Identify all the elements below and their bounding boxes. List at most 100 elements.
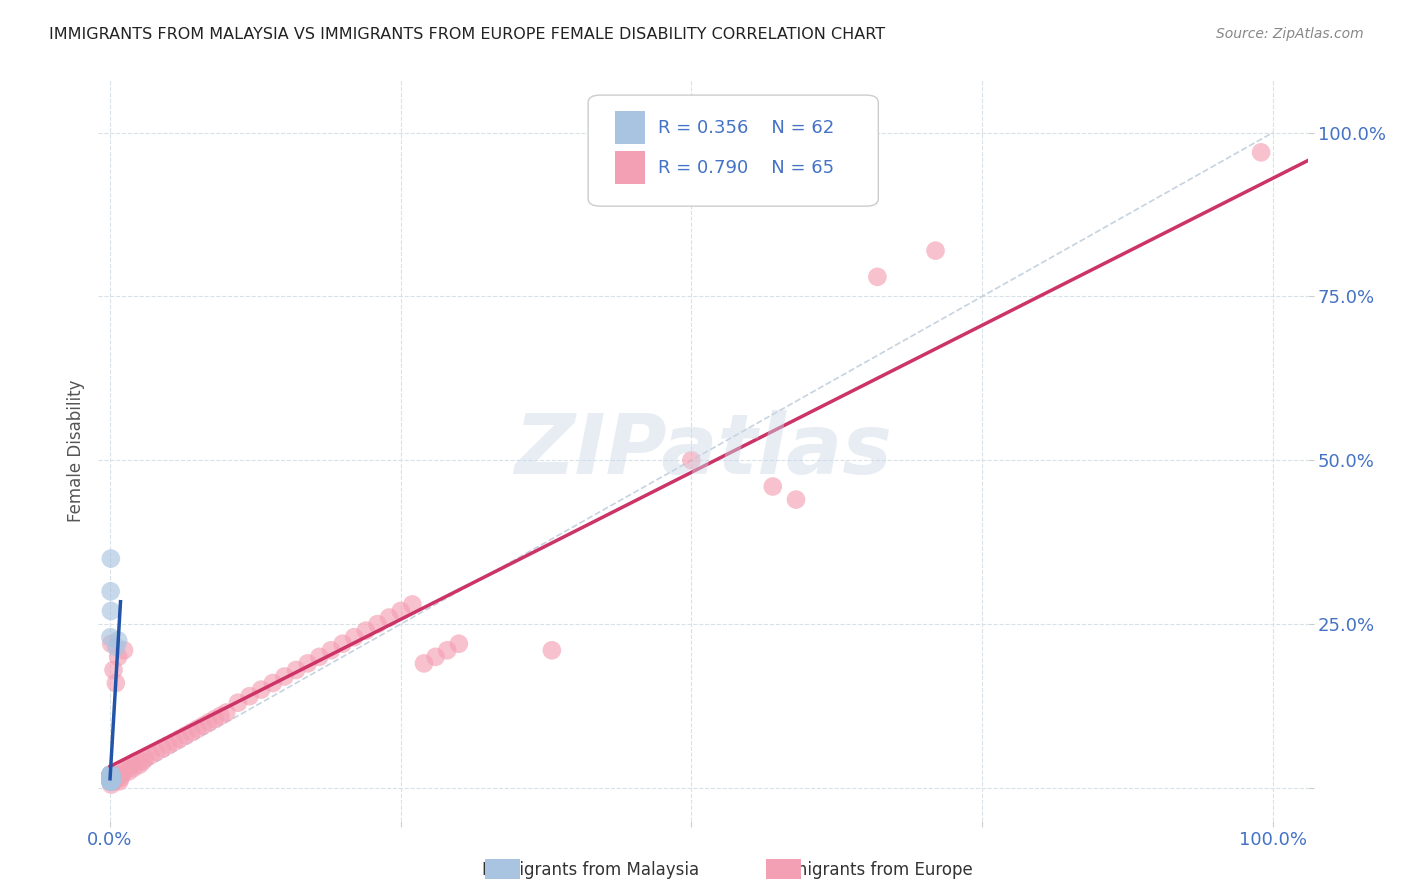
Point bbox=[681, 453, 703, 467]
Point bbox=[239, 689, 262, 703]
Point bbox=[100, 771, 122, 785]
Point bbox=[103, 771, 125, 785]
Point bbox=[100, 774, 122, 789]
Point bbox=[343, 630, 366, 644]
Point bbox=[100, 774, 122, 789]
Point bbox=[100, 604, 122, 618]
Point bbox=[100, 768, 122, 782]
Point bbox=[163, 735, 186, 749]
Text: IMMIGRANTS FROM MALAYSIA VS IMMIGRANTS FROM EUROPE FEMALE DISABILITY CORRELATION: IMMIGRANTS FROM MALAYSIA VS IMMIGRANTS F… bbox=[49, 27, 886, 42]
Point bbox=[100, 768, 122, 782]
Text: Source: ZipAtlas.com: Source: ZipAtlas.com bbox=[1216, 27, 1364, 41]
Point bbox=[112, 643, 135, 657]
Point bbox=[128, 758, 150, 772]
Point bbox=[389, 604, 412, 618]
Point bbox=[169, 731, 191, 746]
Point bbox=[100, 768, 122, 782]
Point bbox=[100, 771, 122, 785]
Point bbox=[100, 768, 122, 782]
Text: Immigrants from Europe: Immigrants from Europe bbox=[770, 861, 973, 879]
Y-axis label: Female Disability: Female Disability bbox=[66, 379, 84, 522]
Point bbox=[100, 774, 122, 789]
Point bbox=[332, 637, 354, 651]
Point bbox=[250, 682, 273, 697]
Point bbox=[100, 774, 122, 789]
Point bbox=[100, 774, 122, 789]
Point bbox=[122, 761, 145, 775]
Point bbox=[100, 774, 122, 789]
Point bbox=[100, 771, 122, 785]
Point bbox=[354, 624, 377, 638]
Point bbox=[105, 771, 128, 785]
Point bbox=[100, 768, 122, 782]
Text: R = 0.790    N = 65: R = 0.790 N = 65 bbox=[658, 159, 834, 177]
Point bbox=[100, 771, 122, 785]
Point bbox=[100, 774, 122, 789]
Text: ZIPatlas: ZIPatlas bbox=[515, 410, 891, 491]
Point bbox=[366, 617, 388, 632]
Point bbox=[100, 771, 122, 785]
Point bbox=[215, 706, 238, 720]
Point bbox=[100, 774, 122, 789]
Text: R = 0.356    N = 62: R = 0.356 N = 62 bbox=[658, 119, 835, 136]
Point bbox=[100, 771, 122, 785]
FancyBboxPatch shape bbox=[588, 95, 879, 206]
Point bbox=[924, 244, 946, 258]
Point bbox=[425, 649, 447, 664]
Point bbox=[100, 630, 122, 644]
Point bbox=[100, 768, 122, 782]
Point bbox=[401, 598, 423, 612]
Point bbox=[100, 771, 122, 785]
Text: Immigrants from Malaysia: Immigrants from Malaysia bbox=[482, 861, 699, 879]
Point bbox=[100, 768, 122, 782]
Point bbox=[103, 663, 125, 677]
Point bbox=[100, 768, 122, 782]
Point bbox=[285, 663, 308, 677]
Point bbox=[866, 269, 889, 284]
Point bbox=[174, 729, 197, 743]
Point bbox=[100, 774, 122, 789]
Point bbox=[191, 718, 214, 732]
Point bbox=[100, 771, 122, 785]
Point bbox=[100, 771, 122, 785]
Point bbox=[134, 751, 156, 765]
Point bbox=[107, 633, 129, 648]
Point bbox=[110, 771, 132, 785]
Point bbox=[104, 774, 127, 789]
Point bbox=[100, 771, 122, 785]
Point bbox=[1250, 145, 1272, 160]
Point bbox=[100, 771, 122, 785]
Point bbox=[124, 755, 146, 769]
Point bbox=[100, 768, 122, 782]
Point bbox=[100, 771, 122, 785]
Point bbox=[447, 637, 470, 651]
Point bbox=[100, 551, 122, 566]
Point bbox=[204, 712, 226, 726]
Point bbox=[100, 771, 122, 785]
Point bbox=[100, 768, 122, 782]
Point bbox=[100, 771, 122, 785]
Point bbox=[762, 479, 785, 493]
Point bbox=[100, 774, 122, 789]
Point bbox=[436, 643, 458, 657]
Point bbox=[186, 722, 208, 736]
Point bbox=[100, 769, 122, 783]
Point bbox=[273, 669, 295, 683]
Point bbox=[540, 643, 562, 657]
Point bbox=[100, 768, 122, 782]
Point bbox=[111, 768, 134, 782]
Point bbox=[108, 774, 131, 789]
Point bbox=[198, 715, 221, 730]
Point bbox=[120, 758, 142, 772]
Point bbox=[180, 725, 202, 739]
Point bbox=[104, 768, 127, 782]
FancyBboxPatch shape bbox=[614, 111, 645, 144]
Point bbox=[100, 768, 122, 782]
Point bbox=[100, 774, 122, 789]
Point bbox=[101, 774, 124, 789]
Point bbox=[100, 774, 122, 789]
Point bbox=[157, 739, 180, 753]
Point bbox=[139, 748, 162, 763]
Point bbox=[100, 774, 122, 789]
Point bbox=[100, 771, 122, 785]
